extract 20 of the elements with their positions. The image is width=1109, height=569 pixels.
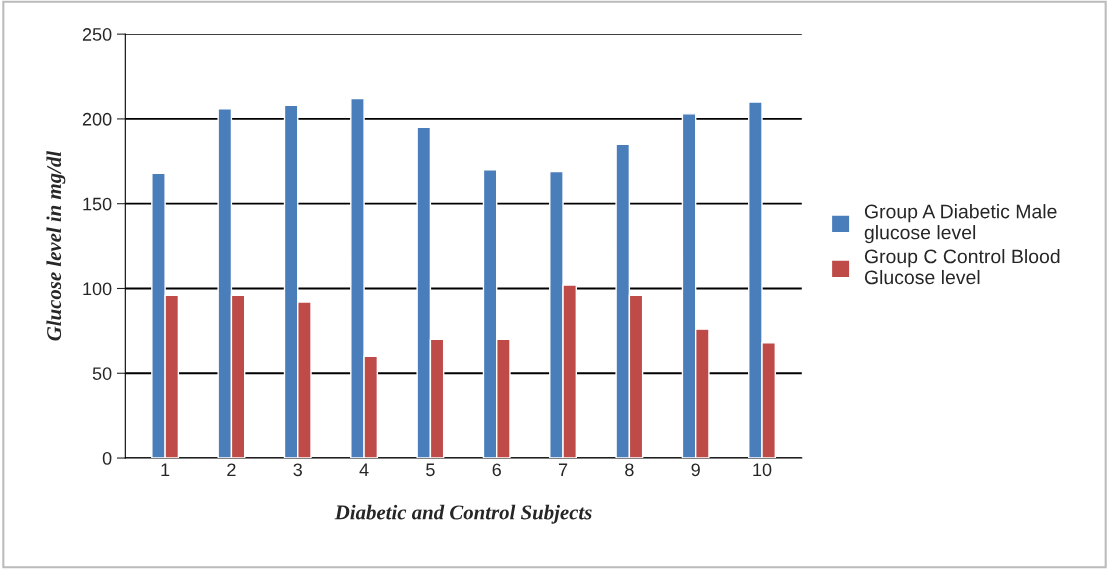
x-tick-label: 8 — [625, 463, 634, 477]
x-tick-label: 2 — [227, 463, 236, 476]
legend-label: Group C Control Blood Glucose level — [864, 249, 1060, 285]
x-tick-label: 10 — [753, 463, 772, 477]
x-tick-label: 5 — [426, 463, 435, 477]
x-tick-label: 6 — [492, 463, 501, 477]
y-tick-label: 250 — [82, 28, 112, 41]
y-tick-label: 50 — [92, 367, 112, 380]
y-tick-label: 0 — [102, 451, 112, 465]
x-tick-label: 1 — [161, 463, 170, 476]
y-tick-label: 100 — [83, 282, 112, 296]
y-axis-title: Glucose level in mg/dl — [46, 150, 66, 341]
x-tick-label: 4 — [359, 463, 369, 476]
x-tick-label: 9 — [691, 463, 700, 477]
y-tick-label: 150 — [83, 197, 112, 211]
x-tick-label: 7 — [558, 463, 568, 476]
y-tick-label: 200 — [82, 112, 112, 126]
legend-label: Group A Diabetic Male glucose level — [864, 204, 1057, 244]
x-axis-title: Diabetic and Control Subjects — [334, 504, 592, 524]
x-tick-label: 3 — [293, 463, 302, 477]
